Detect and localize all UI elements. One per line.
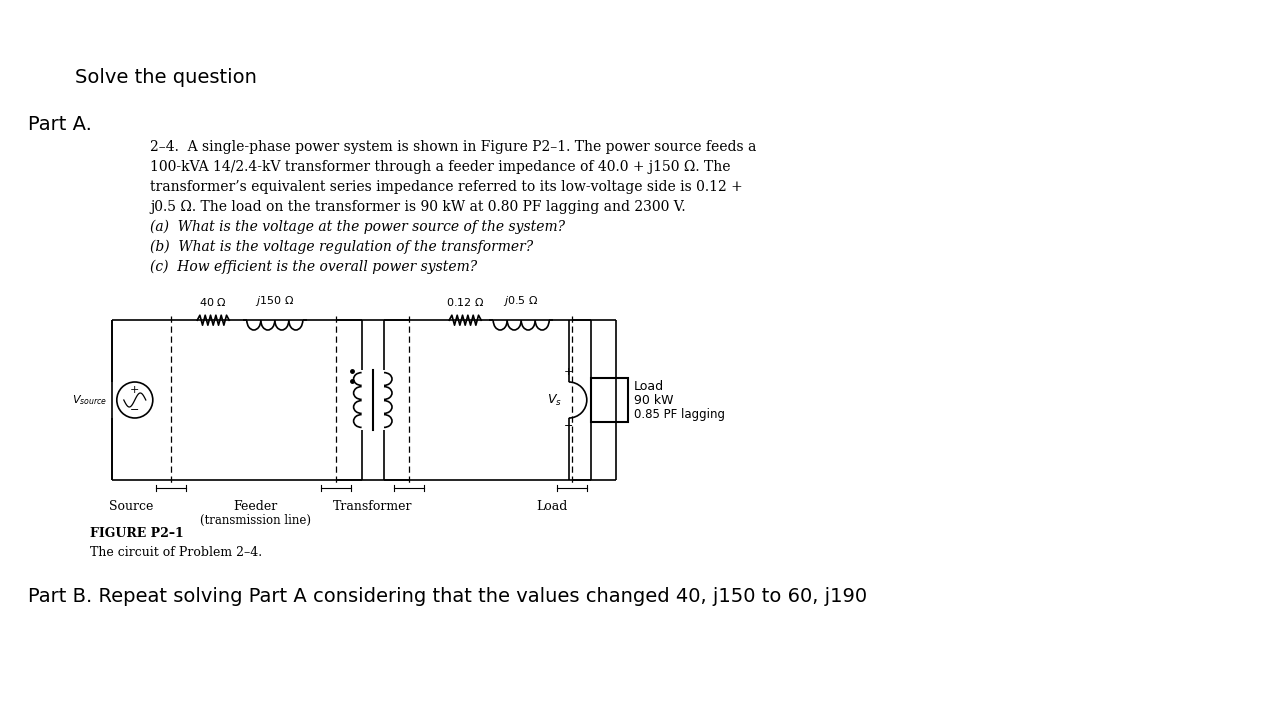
Text: transformer’s equivalent series impedance referred to its low-voltage side is 0.: transformer’s equivalent series impedanc… [150, 180, 742, 194]
Text: 90 kW: 90 kW [634, 394, 673, 407]
Text: (c)  How efficient is the overall power system?: (c) How efficient is the overall power s… [150, 260, 477, 274]
Text: Load: Load [536, 500, 568, 513]
Text: $j$0.5 $\Omega$: $j$0.5 $\Omega$ [503, 294, 539, 308]
Text: Feeder: Feeder [233, 500, 278, 513]
Text: +: + [131, 385, 140, 395]
Bar [591, 378, 627, 422]
Text: FIGURE P2–1: FIGURE P2–1 [90, 527, 184, 540]
Text: Part B. Repeat solving Part A considering that the values changed 40, j150 to 60: Part B. Repeat solving Part A considerin… [28, 587, 867, 606]
Text: Solve the question: Solve the question [76, 68, 257, 87]
Text: 0.12 $\Omega$: 0.12 $\Omega$ [445, 296, 484, 308]
Text: The circuit of Problem 2–4.: The circuit of Problem 2–4. [90, 546, 262, 559]
Text: Part A.: Part A. [28, 115, 92, 134]
Text: 100-kVA 14/2.4-kV transformer through a feeder impedance of 40.0 + j150 Ω. The: 100-kVA 14/2.4-kV transformer through a … [150, 160, 731, 174]
Text: 2–4.  A single-phase power system is shown in Figure P2–1. The power source feed: 2–4. A single-phase power system is show… [150, 140, 756, 154]
Text: −: − [564, 421, 573, 431]
Text: +: + [564, 367, 573, 377]
Text: (transmission line): (transmission line) [200, 514, 311, 527]
Text: (b)  What is the voltage regulation of the transformer?: (b) What is the voltage regulation of th… [150, 240, 534, 254]
Text: $j$150 $\Omega$: $j$150 $\Omega$ [255, 294, 294, 308]
Text: Transformer: Transformer [333, 500, 412, 513]
Text: 0.85 PF lagging: 0.85 PF lagging [634, 408, 724, 421]
Text: Source: Source [109, 500, 154, 513]
Text: j0.5 Ω. The load on the transformer is 90 kW at 0.80 PF lagging and 2300 V.: j0.5 Ω. The load on the transformer is 9… [150, 200, 686, 214]
Text: (a)  What is the voltage at the power source of the system?: (a) What is the voltage at the power sou… [150, 220, 566, 235]
Text: −: − [131, 405, 140, 415]
Text: $V_s$: $V_s$ [548, 392, 562, 408]
Text: Load: Load [634, 380, 664, 393]
Text: 40 $\Omega$: 40 $\Omega$ [200, 296, 227, 308]
Text: $V_{source}$: $V_{source}$ [72, 393, 108, 407]
